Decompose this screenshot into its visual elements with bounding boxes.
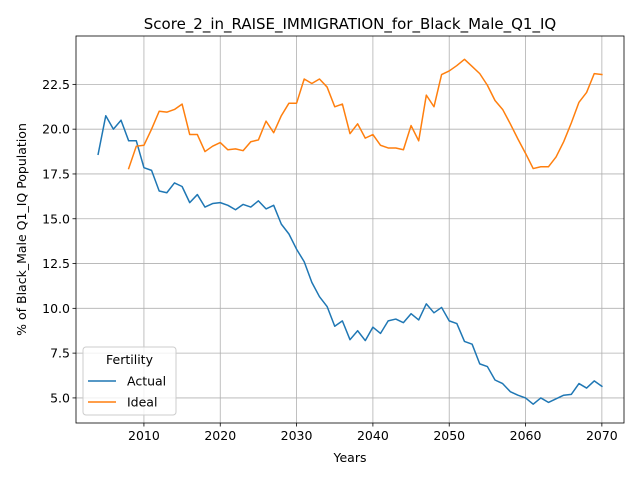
y-axis: 5.0 7.5 10.0 12.5 15.0 17.5 20.0 22.5: [42, 77, 76, 405]
x-axis-label: Years: [333, 450, 367, 465]
x-tick-label: 2050: [433, 428, 465, 443]
chart-title: Score_2_in_RAISE_IMMIGRATION_for_Black_M…: [144, 15, 556, 34]
plot-frame: [75, 35, 625, 424]
series-line-actual: [97, 114, 603, 405]
x-tick-label: 2040: [357, 428, 389, 443]
x-tick-label: 2060: [510, 428, 542, 443]
x-tick-label: 2070: [586, 428, 618, 443]
y-tick-label: 5.0: [50, 390, 70, 405]
legend-title: Fertility: [106, 352, 154, 367]
y-tick-label: 10.0: [42, 301, 70, 316]
series-layer: [97, 58, 603, 405]
x-tick-label: 2030: [281, 428, 313, 443]
y-tick-label: 17.5: [42, 166, 70, 181]
y-axis-label: % of Black_Male Q1_IQ Population: [14, 123, 29, 336]
y-tick-label: 22.5: [42, 77, 70, 92]
legend-label-actual: Actual: [127, 374, 166, 389]
x-tick-label: 2020: [204, 428, 236, 443]
y-tick-label: 7.5: [50, 346, 70, 361]
legend: Fertility Actual Ideal: [82, 346, 177, 416]
y-tick-label: 12.5: [42, 256, 70, 271]
y-tick-label: 15.0: [42, 211, 70, 226]
y-tick-label: 20.0: [42, 122, 70, 137]
x-axis: 2010 2020 2030 2040 2050 2060 2070: [128, 423, 618, 443]
legend-box: [82, 346, 177, 416]
series-line-ideal: [127, 58, 603, 170]
legend-label-ideal: Ideal: [127, 395, 157, 410]
x-tick-label: 2010: [128, 428, 160, 443]
grid-lines: [76, 36, 624, 423]
